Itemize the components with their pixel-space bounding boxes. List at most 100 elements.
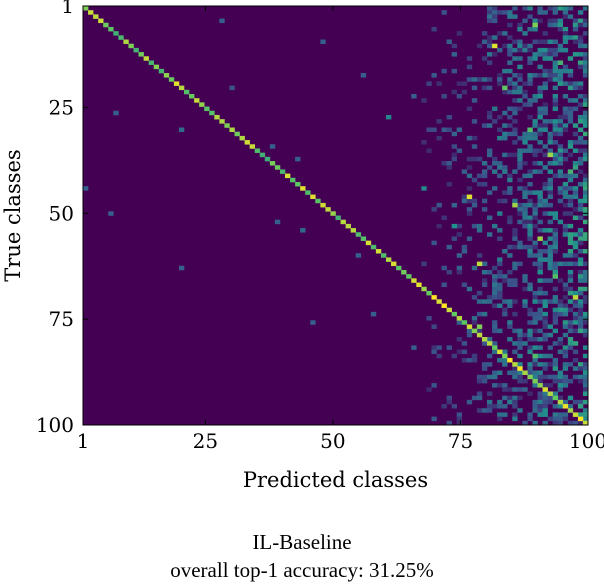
- heatmap-cell: [466, 173, 473, 179]
- heatmap-cell: [532, 244, 538, 250]
- heatmap-cell: [507, 357, 513, 363]
- heatmap-cell: [517, 341, 523, 346]
- heatmap-cell: [481, 378, 488, 384]
- heatmap-cell: [552, 127, 558, 132]
- heatmap-cell: [542, 68, 548, 74]
- heatmap-cell: [562, 173, 569, 179]
- heatmap-cell: [436, 345, 442, 350]
- heatmap-cell: [507, 219, 513, 225]
- heatmap-cell: [572, 173, 579, 179]
- heatmap-cell: [507, 77, 513, 82]
- heatmap-cell: [577, 140, 584, 145]
- heatmap-cell: [577, 320, 584, 325]
- heatmap-cell: [492, 345, 498, 350]
- heatmap-cell: [522, 140, 528, 145]
- heatmap-cell: [471, 223, 478, 229]
- heatmap-cell: [502, 412, 508, 417]
- heatmap-cell: [552, 341, 558, 346]
- heatmap-cell: [572, 412, 579, 417]
- heatmap-cell: [431, 127, 437, 132]
- heatmap-cell: [567, 299, 574, 304]
- heatmap-cell: [492, 169, 498, 174]
- heatmap-cell: [481, 374, 488, 380]
- heatmap-cell: [582, 18, 589, 24]
- heatmap-cell: [461, 357, 468, 363]
- heatmap-cell: [471, 357, 478, 363]
- heatmap-cell: [527, 328, 533, 334]
- heatmap-cell: [517, 73, 523, 78]
- heatmap-cell: [497, 135, 503, 141]
- heatmap-cell: [502, 85, 508, 91]
- heatmap-cell: [562, 303, 569, 308]
- heatmap-cell: [481, 173, 488, 179]
- heatmap-cell: [507, 89, 513, 95]
- heatmap-cell: [305, 190, 311, 195]
- heatmap-cell: [552, 404, 558, 409]
- heatmap-cell: [487, 299, 493, 304]
- heatmap-cell: [562, 194, 569, 200]
- heatmap-cell: [527, 56, 533, 61]
- heatmap-cell: [552, 73, 558, 78]
- heatmap-cell: [562, 106, 569, 112]
- heatmap-cell: [537, 408, 543, 413]
- heatmap-cell: [451, 52, 457, 57]
- heatmap-cell: [527, 253, 533, 258]
- heatmap-cell: [527, 337, 533, 342]
- heatmap-cell: [552, 215, 558, 220]
- heatmap-cell: [522, 378, 528, 384]
- heatmap-cell: [537, 10, 543, 15]
- heatmap-cell: [471, 144, 478, 149]
- heatmap-cell: [249, 144, 255, 149]
- heatmap-cell: [441, 303, 447, 308]
- heatmap-cell: [567, 249, 574, 254]
- heatmap-cell: [537, 89, 543, 95]
- heatmap-cell: [436, 202, 442, 208]
- heatmap-cell: [572, 207, 579, 212]
- axis-ticks: [82, 5, 589, 426]
- heatmap-cell: [582, 60, 589, 65]
- heatmap-cell: [577, 64, 584, 70]
- heatmap-cell: [522, 93, 528, 99]
- heatmap-cell: [517, 345, 523, 350]
- heatmap-cell: [567, 253, 574, 258]
- heatmap-cell: [350, 228, 356, 233]
- heatmap-cell: [507, 60, 513, 65]
- heatmap-cell: [522, 202, 528, 208]
- heatmap-cell: [572, 106, 579, 112]
- heatmap-cell: [552, 328, 558, 334]
- heatmap-cell: [466, 357, 473, 363]
- heatmap-cell: [123, 39, 129, 45]
- heatmap-cell: [572, 165, 579, 170]
- heatmap-cell: [552, 261, 558, 267]
- heatmap-cell: [552, 244, 558, 250]
- heatmap-cell: [451, 404, 457, 409]
- heatmap-cell: [572, 22, 579, 28]
- heatmap-cell: [547, 278, 553, 283]
- heatmap-cell: [522, 173, 528, 179]
- heatmap-cell: [436, 299, 442, 304]
- heatmap-cell: [517, 64, 523, 70]
- heatmap-cell: [481, 341, 488, 346]
- heatmap-cell: [512, 169, 518, 174]
- heatmap-cell: [527, 14, 533, 19]
- heatmap-cell: [456, 269, 463, 275]
- heatmap-cell: [497, 10, 503, 15]
- heatmap-cell: [567, 337, 574, 342]
- heatmap-cell: [527, 236, 533, 241]
- heatmap-cell: [108, 211, 114, 216]
- heatmap-cell: [532, 93, 538, 99]
- heatmap-cell: [512, 261, 518, 267]
- heatmap-cell: [562, 307, 569, 313]
- heatmap-cell: [572, 420, 579, 426]
- heatmap-cell: [517, 186, 523, 191]
- heatmap-cell: [492, 370, 498, 376]
- heatmap-cell: [502, 278, 508, 283]
- heatmap-cell: [582, 311, 589, 317]
- heatmap-cell: [517, 43, 523, 49]
- heatmap-cell: [512, 119, 518, 124]
- heatmap-cell: [562, 93, 569, 99]
- heatmap-cell: [582, 391, 589, 396]
- heatmap-cell: [547, 131, 553, 137]
- heatmap-cell: [507, 43, 513, 49]
- heatmap-cell: [522, 102, 528, 107]
